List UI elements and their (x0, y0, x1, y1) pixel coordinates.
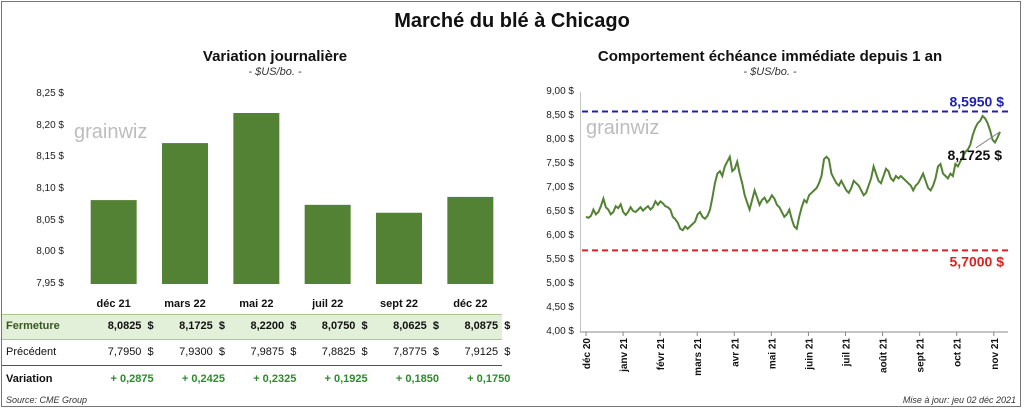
right-x-tick: oct 21 (953, 338, 964, 367)
table-divider (2, 365, 502, 366)
table-cell: 8,0750 $ (321, 320, 368, 332)
price-line (585, 114, 1001, 232)
left-bar-chart: grainwiz (74, 113, 494, 284)
last-value-leader (975, 131, 1001, 149)
table-cell: + 0,1925 (324, 373, 368, 385)
right-y-tick: 7,00 $ (546, 182, 574, 193)
right-chart-title: Comportement échéance immédiate depuis 1… (597, 48, 943, 65)
left-y-tick: 8,20 $ (36, 119, 64, 131)
reference-label: 8,5950 $ (950, 93, 1005, 109)
table-cell: 7,8775 $ (393, 346, 439, 358)
bar-juil 22 (304, 204, 351, 284)
right-y-tick: 8,50 $ (546, 110, 574, 121)
right-x-tick: nov 21 (990, 338, 1001, 370)
right-y-tick: 7,50 $ (546, 158, 574, 169)
left-y-tick: 8,25 $ (36, 88, 64, 99)
left-chart-subtitle: - $US/bo. - (248, 66, 302, 78)
left-y-tick: 8,05 $ (36, 214, 64, 226)
table-cell: 7,9300 $ (179, 346, 225, 358)
left-y-tick: 8,10 $ (36, 183, 64, 194)
table-cell: 8,0875 $ (464, 320, 511, 332)
table-cell: + 0,2325 (253, 373, 297, 385)
table-cell: 8,0825 $ (107, 320, 154, 332)
table-row-label: Variation (6, 373, 53, 385)
left-x-tick: déc 21 (96, 298, 131, 310)
update-note: Mise à jour: jeu 02 déc 2021 (902, 395, 1016, 405)
table-row-label: Fermeture (6, 320, 60, 332)
right-x-tick: févr 21 (656, 338, 667, 371)
right-x-tick: avr 21 (730, 338, 741, 367)
bar-sept 22 (376, 212, 422, 284)
right-chart-subtitle: - $US/bo. - (743, 66, 797, 78)
reference-label: 5,7000 $ (950, 253, 1005, 269)
right-y-tick: 9,00 $ (546, 86, 574, 97)
left-x-tick: mai 22 (239, 298, 274, 310)
table-cell: + 0,2425 (181, 373, 225, 385)
right-y-tick: 5,00 $ (546, 278, 574, 289)
right-y-tick: 6,00 $ (546, 230, 574, 241)
table-cell: 7,8825 $ (321, 346, 368, 358)
right-y-tick: 8,00 $ (546, 134, 574, 145)
bar-mars 22 (162, 143, 208, 284)
right-x-tick: août 21 (879, 338, 890, 373)
right-y-tick: 5,50 $ (546, 254, 574, 265)
right-x-tick: juil 21 (842, 338, 853, 368)
left-chart-title: Variation journalière (202, 48, 348, 65)
right-x-tick: janv 21 (619, 338, 630, 373)
left-x-tick: déc 22 (453, 298, 488, 310)
bar-mai 22 (233, 113, 280, 284)
bar-déc 22 (447, 196, 494, 284)
right-x-tick: sept 21 (916, 338, 927, 373)
left-y-tick: 8,15 $ (36, 151, 64, 163)
right-y-tick: 4,50 $ (546, 302, 574, 313)
right-y-tick: 6,50 $ (546, 206, 574, 217)
right-line-chart: grainwiz 8,5950 $ 5,7000 $ 8,1725 $ déc 20 ja… (580, 92, 1008, 376)
closing-row-bg (2, 314, 502, 340)
right-x-tick: mai 21 (767, 338, 778, 370)
page-title: Marché du blé à Chicago (394, 10, 630, 32)
table-cell: 8,0625 $ (393, 320, 439, 332)
right-x-tick: déc 20 (582, 338, 593, 370)
table-cell: + 0,2875 (110, 373, 154, 385)
left-x-tick: sept 22 (380, 298, 418, 310)
left-x-tick: mars 22 (164, 298, 206, 310)
right-watermark: grainwiz (586, 117, 659, 139)
table-cell: + 0,1750 (467, 373, 511, 385)
table-row-label: Précédent (6, 346, 57, 358)
left-y-tick: 7,95 $ (36, 278, 64, 289)
table-cell: 7,7950 $ (107, 346, 154, 358)
left-y-tick: 8,00 $ (36, 246, 64, 258)
right-y-tick: 4,00 $ (546, 326, 574, 337)
source-note: Source: CME Group (6, 395, 88, 405)
table-cell: + 0,1850 (395, 373, 439, 385)
left-watermark: grainwiz (74, 121, 147, 143)
table-cell: 8,2200 $ (250, 320, 297, 332)
bar-déc 21 (90, 200, 137, 284)
table-cell: 8,1725 $ (179, 320, 225, 332)
right-x-tick: mars 21 (693, 338, 704, 376)
last-value-label: 8,1725 $ (948, 147, 1003, 163)
table-cell: 7,9125 $ (464, 346, 511, 358)
left-x-tick: juil 22 (312, 298, 344, 310)
table-cell: 7,9875 $ (250, 346, 297, 358)
right-x-tick: juin 21 (804, 338, 815, 371)
